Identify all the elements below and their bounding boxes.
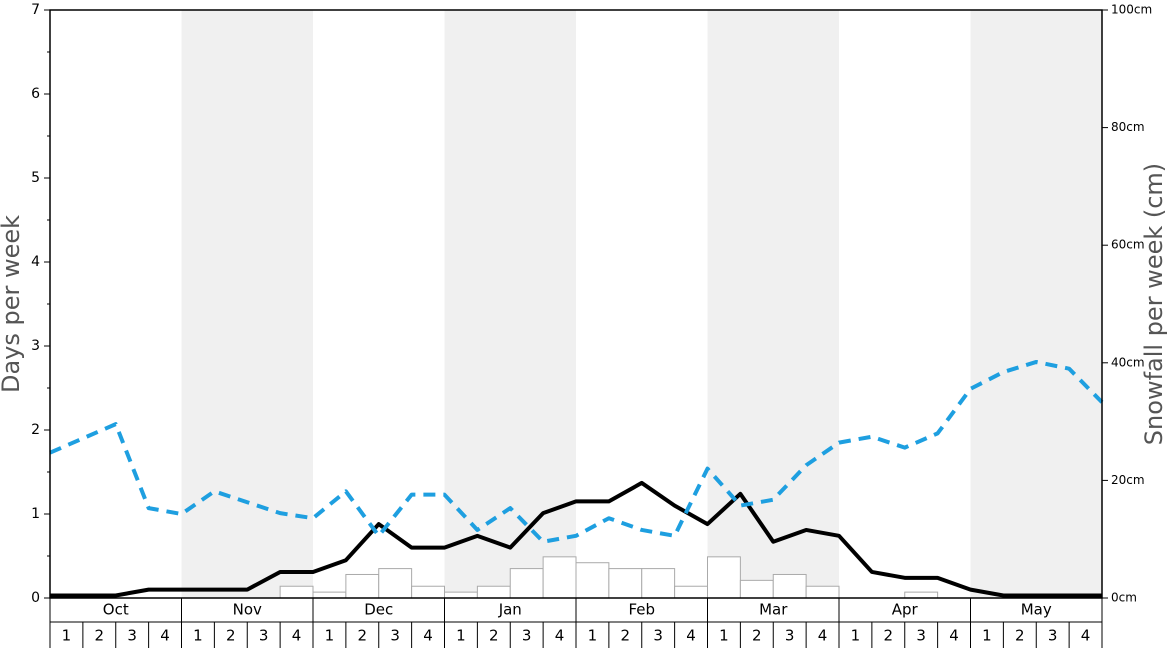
- bar: [411, 585, 445, 599]
- y-tick-label: 5: [31, 170, 40, 186]
- week-label: 4: [949, 627, 959, 645]
- week-label: 3: [653, 627, 663, 645]
- week-label: 1: [982, 627, 992, 645]
- line-series: [49, 359, 1104, 544]
- week-label: 4: [1081, 627, 1091, 645]
- week-label: 1: [62, 627, 72, 645]
- month-label: Apr: [892, 601, 919, 619]
- line-series: [50, 480, 1102, 598]
- week-label: 3: [127, 627, 137, 645]
- month-label: Dec: [364, 601, 393, 619]
- y2-tick-label: 20cm: [1111, 473, 1145, 487]
- bar: [772, 573, 807, 599]
- week-label: 1: [325, 627, 335, 645]
- y2-tick-label: 0cm: [1111, 591, 1137, 605]
- bar: [279, 585, 314, 599]
- week-label: 2: [226, 627, 236, 645]
- week-label: 4: [160, 627, 170, 645]
- week-label: 2: [752, 627, 762, 645]
- bar: [805, 585, 840, 599]
- y-tick-label: 0: [31, 590, 40, 606]
- bar: [312, 591, 347, 599]
- month-band: [707, 10, 839, 598]
- week-label: 4: [423, 627, 433, 645]
- week-label: 2: [621, 627, 631, 645]
- bar: [476, 585, 511, 599]
- y2-tick-label: 80cm: [1111, 120, 1145, 134]
- week-label: 2: [489, 627, 499, 645]
- bar: [739, 579, 774, 599]
- week-label: 1: [456, 627, 466, 645]
- week-label: 4: [686, 627, 696, 645]
- bar: [509, 568, 544, 599]
- week-label: 3: [259, 627, 269, 645]
- week-label: 4: [292, 627, 302, 645]
- y-tick-label: 6: [31, 86, 40, 102]
- y-tick-label: 3: [31, 338, 40, 354]
- bar: [707, 556, 741, 599]
- bar: [904, 591, 939, 599]
- week-label: 4: [818, 627, 828, 645]
- month-label: Feb: [628, 601, 655, 619]
- month-band: [970, 10, 1102, 598]
- week-label: 2: [1015, 627, 1025, 645]
- week-label: 3: [1048, 627, 1058, 645]
- y2-tick-label: 40cm: [1111, 355, 1145, 369]
- y2-tick-label: 60cm: [1111, 238, 1145, 252]
- y-tick-label: 2: [31, 422, 40, 438]
- bar: [345, 573, 380, 599]
- bar: [575, 562, 610, 599]
- week-label: 3: [522, 627, 532, 645]
- week-label: 3: [916, 627, 926, 645]
- month-label: Oct: [103, 601, 129, 619]
- month-band: [181, 10, 313, 598]
- y-tick-label: 1: [31, 506, 40, 522]
- week-label: 1: [719, 627, 729, 645]
- month-band: [444, 10, 576, 598]
- bar: [674, 585, 708, 599]
- bar: [444, 591, 478, 599]
- bar: [542, 556, 577, 599]
- bar: [608, 568, 643, 599]
- week-label: 1: [588, 627, 598, 645]
- week-label: 1: [193, 627, 203, 645]
- month-label: Nov: [233, 601, 262, 619]
- y2-tick-label: 100cm: [1111, 3, 1152, 17]
- week-label: 4: [555, 627, 565, 645]
- week-label: 2: [358, 627, 368, 645]
- week-label: 3: [390, 627, 400, 645]
- bar: [641, 568, 676, 599]
- week-label: 3: [785, 627, 795, 645]
- month-label: Jan: [498, 601, 522, 619]
- bar: [378, 568, 413, 599]
- month-label: May: [1021, 601, 1052, 619]
- background: [181, 10, 1102, 598]
- y2-axis-title: Snowfall per week (cm): [1140, 163, 1168, 445]
- y-tick-label: 4: [31, 254, 40, 270]
- y-tick-label: 7: [31, 2, 40, 18]
- week-label: 2: [95, 627, 105, 645]
- week-label: 1: [851, 627, 861, 645]
- month-label: Mar: [759, 601, 788, 619]
- y-axis-title: Days per week: [0, 215, 25, 393]
- week-label: 2: [884, 627, 894, 645]
